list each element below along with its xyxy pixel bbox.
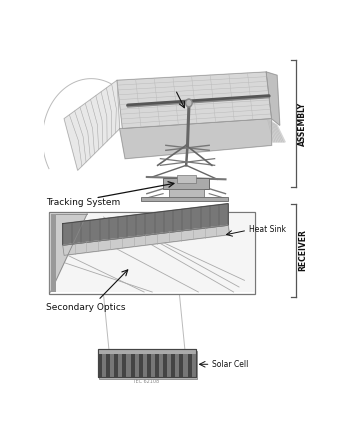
Bar (131, 349, 135, 377)
Bar (169, 189, 204, 197)
Polygon shape (63, 204, 228, 246)
Bar (183, 349, 188, 377)
Bar (50, 213, 254, 292)
Bar (163, 178, 209, 189)
Text: Heat Sink: Heat Sink (248, 225, 286, 234)
Bar (175, 349, 179, 377)
Polygon shape (266, 72, 280, 125)
Bar (102, 349, 106, 377)
Text: Solar Cell: Solar Cell (212, 360, 248, 369)
Circle shape (187, 100, 191, 105)
Bar (126, 349, 131, 377)
Text: Tracking System: Tracking System (47, 198, 121, 207)
Text: IEC 62108: IEC 62108 (134, 379, 159, 384)
Polygon shape (117, 72, 272, 129)
Bar (98, 349, 196, 354)
Bar (179, 349, 183, 377)
Bar (143, 349, 147, 377)
Bar (122, 349, 126, 377)
Bar (110, 349, 114, 377)
Bar (141, 197, 228, 201)
Bar (135, 349, 139, 377)
Bar (155, 349, 159, 377)
Text: ASSEMBLY: ASSEMBLY (298, 102, 307, 146)
Bar (167, 349, 171, 377)
Polygon shape (63, 225, 230, 255)
Polygon shape (64, 80, 120, 170)
Bar (177, 174, 196, 183)
Text: RECEIVER: RECEIVER (298, 229, 307, 271)
Bar (106, 349, 110, 377)
Bar (188, 349, 191, 377)
Bar (114, 349, 118, 377)
Bar (191, 349, 196, 377)
Circle shape (186, 99, 192, 107)
Bar (98, 349, 196, 377)
Bar (159, 349, 163, 377)
Polygon shape (120, 119, 272, 158)
Bar (99, 351, 197, 379)
Bar (139, 349, 143, 377)
Bar (50, 213, 56, 292)
Bar (98, 349, 196, 377)
Bar (147, 349, 151, 377)
Polygon shape (266, 119, 285, 142)
Text: Secondary Optics: Secondary Optics (47, 303, 126, 311)
Polygon shape (50, 213, 87, 292)
Bar (49, 212, 255, 294)
Bar (171, 349, 175, 377)
Bar (163, 349, 167, 377)
Bar (151, 349, 155, 377)
Bar (98, 349, 102, 377)
Bar (118, 349, 122, 377)
